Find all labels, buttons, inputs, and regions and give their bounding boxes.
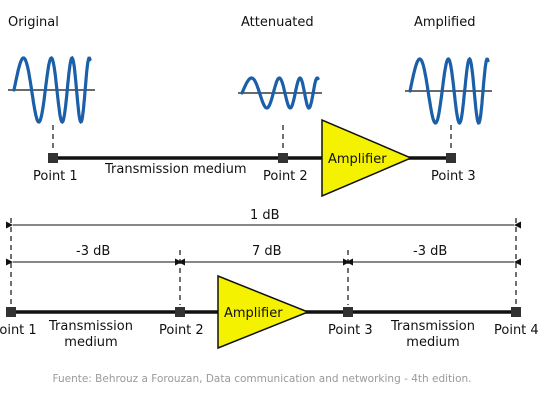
top-amplifier (321, 118, 413, 198)
bottom-point-3-label: Point 3 (328, 323, 373, 338)
attenuated-signal (238, 76, 322, 110)
bottom-point-1-label: Point 1 (0, 323, 37, 338)
bottom-amplifier-label: Amplifier (224, 306, 283, 321)
amplified-label: Amplified (414, 15, 475, 30)
top-point-1-label: Point 1 (33, 169, 78, 184)
bottom-medium-1-line-1: Transmission (48, 319, 133, 334)
source-caption: Fuente: Behrouz a Forouzan, Data communi… (53, 373, 472, 385)
top-point-1-marker (48, 153, 58, 163)
top-point-2-marker (278, 153, 288, 163)
segment-3-label: -3 dB (413, 244, 447, 259)
total-gain-label: 1 dB (250, 208, 280, 223)
original-signal (8, 55, 95, 125)
segment-1-label: -3 dB (76, 244, 110, 259)
original-label: Original (8, 15, 59, 30)
bottom-medium-2-line-2: medium (406, 335, 459, 350)
attenuated-label: Attenuated (241, 15, 314, 30)
bottom-amplifier (217, 274, 311, 350)
top-point-2-label: Point 2 (263, 169, 308, 184)
bottom-medium-2-line-1: Transmission (390, 319, 475, 334)
segment-2-label: 7 dB (252, 244, 282, 259)
bottom-point-4-marker (511, 307, 521, 317)
top-amplifier-label: Amplifier (328, 152, 387, 167)
top-point-3-marker (446, 153, 456, 163)
bottom-point-4-label: Point 4 (494, 323, 539, 338)
bottom-point-1-marker (6, 307, 16, 317)
bottom-point-2-marker (175, 307, 185, 317)
bottom-point-2-label: Point 2 (159, 323, 204, 338)
top-point-3-label: Point 3 (431, 169, 476, 184)
bottom-point-3-marker (343, 307, 353, 317)
top-medium-label: Transmission medium (104, 162, 247, 177)
bottom-medium-1-line-2: medium (64, 335, 117, 350)
amplified-signal (405, 56, 492, 125)
